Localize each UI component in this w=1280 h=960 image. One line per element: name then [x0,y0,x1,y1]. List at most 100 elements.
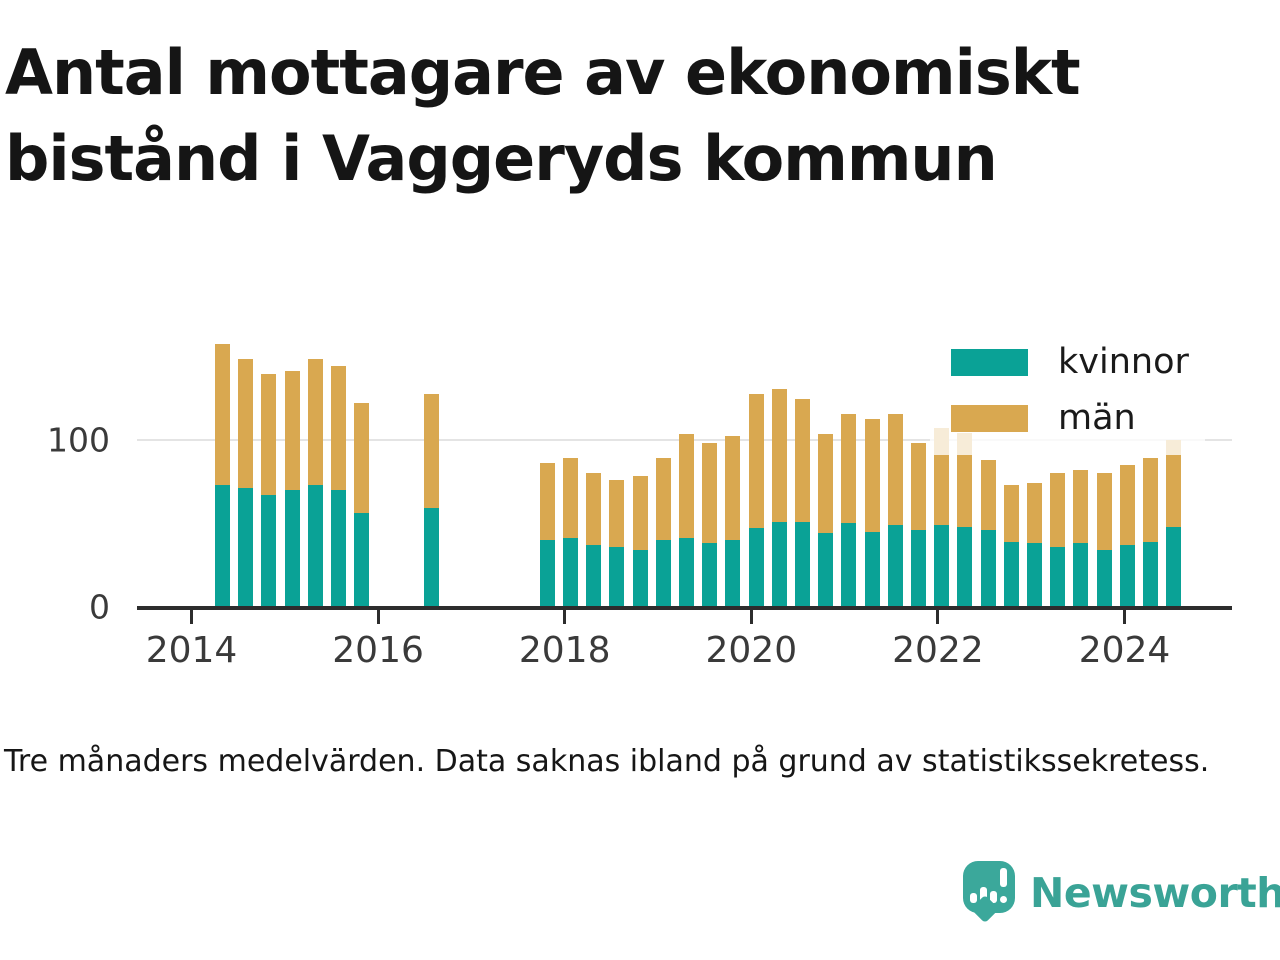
bar-2022-Q2-kvinnor [957,526,973,607]
bar-2019-Q2-kvinnor [679,538,694,607]
bar-2014-Q2-kvinnor [215,484,230,607]
bar-2024-Q2-kvinnor [1143,541,1158,607]
bar-2019-Q3-män [702,442,718,544]
bar-2018-Q1-män [563,457,578,539]
bar-2020-Q4-män [818,434,834,534]
bar-2022-Q4-kvinnor [1003,541,1019,607]
bar-2016-Q3-kvinnor [423,508,439,607]
x-tick-label-2018: 2018 [518,630,611,671]
bar-2021-Q3-män [887,414,903,525]
bar-2020-Q4-kvinnor [818,533,834,607]
footnote: Tre månaders medelvärden. Data saknas ib… [4,744,1210,779]
legend-swatch-man [951,405,1028,432]
bar-2024-Q3-kvinnor [1166,526,1182,607]
bar-2020-Q3-kvinnor [795,521,810,607]
bar-2015-Q4-kvinnor [354,513,370,607]
bar-2018-Q2-kvinnor [586,545,602,607]
bar-2019-Q3-kvinnor [702,543,718,607]
legend-swatch-kvinnor [951,349,1028,376]
bar-2023-Q3-kvinnor [1073,543,1089,607]
bar-2016-Q3-män [423,394,439,509]
bar-2018-Q4-män [632,476,648,551]
bar-2020-Q1-kvinnor [748,528,764,607]
bar-2014-Q4-kvinnor [261,494,277,607]
bar-2014-Q4-män [261,374,277,495]
bar-2017-Q4-kvinnor [539,540,555,607]
bar-2015-Q1-kvinnor [284,489,300,607]
bar-2022-Q2-män [957,432,973,527]
chart-title: Antal mottagare av ekonomiskt bistånd i … [5,36,1081,196]
bar-2021-Q2-kvinnor [864,531,880,607]
x-tick-label-2024: 2024 [1078,630,1171,671]
bar-2015-Q4-män [354,402,370,514]
bar-2015-Q3-kvinnor [331,489,346,607]
x-tick-2022 [936,608,940,624]
x-tick-label-2016: 2016 [332,630,424,671]
bar-2022-Q3-män [980,459,996,530]
bar-2020-Q2-män [771,389,787,522]
bar-2022-Q1-kvinnor [934,524,950,607]
bar-2017-Q4-män [539,462,555,540]
bar-2019-Q4-män [725,436,741,540]
bar-2023-Q4-kvinnor [1096,550,1112,607]
legend-label-man: män [1058,398,1136,438]
logo-bar-tall [980,887,987,903]
bar-2014-Q3-män [238,359,254,489]
x-tick-label-2022: 2022 [892,630,984,671]
legend-label-kvinnor: kvinnor [1058,342,1189,382]
y-tick-label-100: 100 [47,420,110,459]
bar-2021-Q1-män [841,414,857,524]
bar-2020-Q3-män [795,399,810,522]
logo-bar-medium [990,891,997,903]
bar-2019-Q2-män [679,434,694,539]
bar-2015-Q2-kvinnor [307,484,323,607]
newsworthy-wordmark: Newsworthy [1030,869,1280,917]
x-tick-2020 [749,608,753,624]
bar-2015-Q3-män [331,365,346,490]
bar-2018-Q3-kvinnor [609,546,625,607]
bar-2022-Q3-kvinnor [980,529,996,607]
bar-2024-Q1-män [1119,464,1135,546]
x-tick-2016 [376,608,380,624]
bar-2019-Q1-kvinnor [655,540,671,607]
bar-2023-Q1-män [1027,483,1042,544]
bar-2015-Q2-män [307,359,323,485]
bar-2020-Q1-män [748,394,764,529]
bar-2021-Q4-kvinnor [911,529,926,607]
bar-2014-Q3-kvinnor [238,488,254,607]
bar-2021-Q3-kvinnor [887,524,903,607]
bar-2019-Q1-män [655,457,671,540]
x-tick-label-2020: 2020 [705,630,798,671]
logo-exclamation-dot [1000,896,1007,903]
bar-2019-Q4-kvinnor [725,540,741,607]
bar-2020-Q2-kvinnor [771,521,787,607]
bar-2021-Q2-män [864,419,880,532]
bar-2023-Q2-kvinnor [1050,546,1066,607]
bar-2014-Q2-män [215,344,230,485]
bar-2024-Q2-män [1143,457,1158,542]
bar-2024-Q1-kvinnor [1119,545,1135,607]
x-tick-2018 [563,608,567,624]
bar-2023-Q4-män [1096,473,1112,551]
bar-2022-Q4-män [1003,484,1019,542]
x-axis-line [137,606,1232,610]
bar-2018-Q4-kvinnor [632,550,648,607]
bar-2021-Q1-kvinnor [841,523,857,607]
bar-2023-Q1-kvinnor [1027,543,1042,607]
bar-2018-Q3-män [609,479,625,547]
bar-2023-Q3-män [1073,469,1089,544]
bar-2018-Q2-män [586,473,602,546]
x-tick-label-2014: 2014 [145,630,238,671]
x-tick-2024 [1123,608,1126,624]
logo-exclamation-stem [1000,868,1007,887]
bar-2024-Q3-män [1166,439,1182,527]
y-tick-label-0: 0 [89,587,110,627]
x-tick-2014 [190,608,193,624]
bar-2021-Q4-män [911,442,926,530]
bar-2018-Q1-kvinnor [563,538,578,607]
logo-bar-small [970,893,977,903]
bar-2023-Q2-män [1050,473,1066,547]
bar-2015-Q1-män [284,370,300,490]
